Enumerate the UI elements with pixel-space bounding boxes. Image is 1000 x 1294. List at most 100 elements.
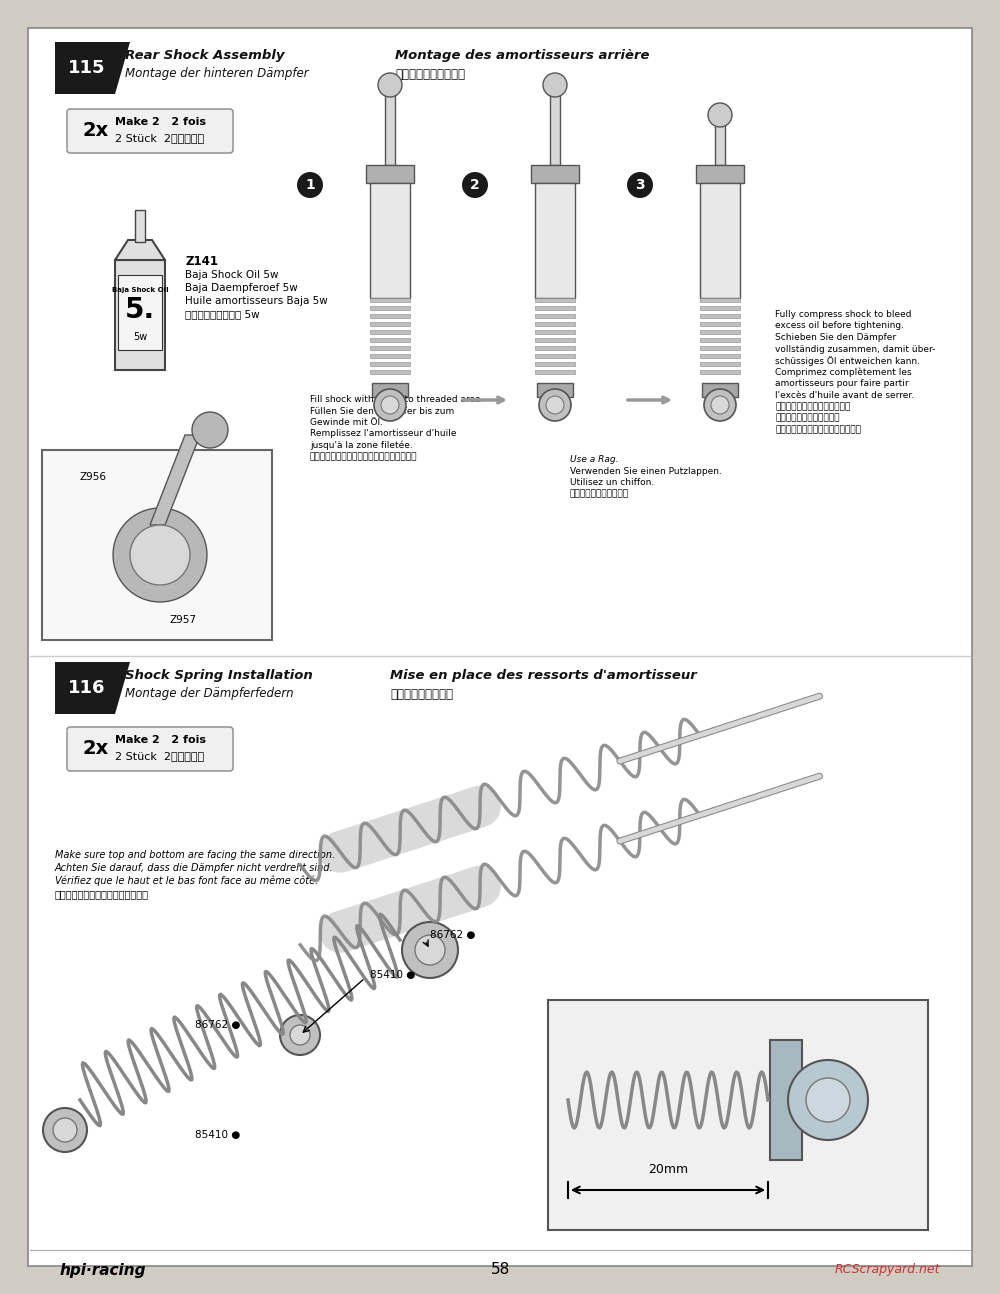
Circle shape <box>627 172 653 198</box>
Text: Baja Shock Oil: Baja Shock Oil <box>112 287 168 292</box>
Bar <box>385 85 395 166</box>
Circle shape <box>378 72 402 97</box>
Bar <box>700 314 740 318</box>
Text: フタでショックエンドを締めます。: フタでショックエンドを締めます。 <box>775 424 861 433</box>
Circle shape <box>806 1078 850 1122</box>
Text: 58: 58 <box>490 1263 510 1277</box>
Bar <box>700 330 740 334</box>
Bar <box>370 305 410 311</box>
Text: 2x: 2x <box>82 739 108 758</box>
Bar <box>370 182 410 298</box>
Text: hpi·racing: hpi·racing <box>60 1263 146 1277</box>
Bar <box>700 338 740 342</box>
Text: 2 Stück  2個作ります: 2 Stück 2個作ります <box>115 751 204 761</box>
Text: excess oil before tightening.: excess oil before tightening. <box>775 321 904 330</box>
Text: 115: 115 <box>68 60 106 78</box>
Bar <box>531 166 579 182</box>
Text: Fully compress shock to bleed: Fully compress shock to bleed <box>775 311 912 320</box>
Text: Utilisez un chiffon.: Utilisez un chiffon. <box>570 477 654 487</box>
Text: Montage der Dämpferfedern: Montage der Dämpferfedern <box>125 687 294 700</box>
Text: Achten Sie darauf, dass die Dämpfer nicht verdreht sind.: Achten Sie darauf, dass die Dämpfer nich… <box>55 863 334 873</box>
Text: ショックシャフトを押し込み、: ショックシャフトを押し込み、 <box>775 402 850 411</box>
Bar <box>537 383 573 397</box>
Text: Vérifiez que le haut et le bas font face au même côté.: Vérifiez que le haut et le bas font face… <box>55 876 318 886</box>
Bar <box>700 305 740 311</box>
Bar <box>370 298 410 302</box>
Text: 20mm: 20mm <box>648 1163 688 1176</box>
Bar <box>535 345 575 349</box>
Text: Comprimez complètement les: Comprimez complètement les <box>775 367 912 377</box>
Bar <box>118 276 162 349</box>
Text: Schieben Sie den Dämpfer: Schieben Sie den Dämpfer <box>775 333 896 342</box>
Circle shape <box>546 396 564 414</box>
Bar <box>770 1040 802 1159</box>
Bar <box>700 322 740 326</box>
Text: Montage der hinteren Dämpfer: Montage der hinteren Dämpfer <box>125 67 309 80</box>
Bar <box>700 355 740 358</box>
Circle shape <box>192 411 228 448</box>
Circle shape <box>290 1025 310 1046</box>
Text: Füllen Sie den Dämpfer bis zum: Füllen Sie den Dämpfer bis zum <box>310 406 454 415</box>
Circle shape <box>402 923 458 978</box>
Text: 3: 3 <box>635 179 645 192</box>
Circle shape <box>788 1060 868 1140</box>
Text: ねじ切り際までショックオイルを入れます。: ねじ切り際までショックオイルを入れます。 <box>310 453 418 462</box>
Bar <box>370 322 410 326</box>
Bar <box>42 450 272 641</box>
Bar <box>115 260 165 370</box>
Polygon shape <box>55 41 130 94</box>
Bar <box>55 663 735 714</box>
Circle shape <box>543 72 567 97</box>
Text: Rear Shock Assembly: Rear Shock Assembly <box>125 49 285 62</box>
Bar <box>370 362 410 366</box>
Text: Make 2   2 fois: Make 2 2 fois <box>115 116 206 127</box>
Bar <box>535 355 575 358</box>
Polygon shape <box>130 525 190 585</box>
Bar <box>696 166 744 182</box>
Bar <box>370 345 410 349</box>
Text: Huile amortisseurs Baja 5w: Huile amortisseurs Baja 5w <box>185 296 328 305</box>
Bar <box>535 305 575 311</box>
Text: Mise en place des ressorts d'amortisseur: Mise en place des ressorts d'amortisseur <box>390 669 697 682</box>
Bar <box>700 298 740 302</box>
Text: 2 Stück  2個作ります: 2 Stück 2個作ります <box>115 133 204 144</box>
Text: Z957: Z957 <box>170 615 197 625</box>
Bar <box>370 355 410 358</box>
Circle shape <box>53 1118 77 1143</box>
Text: Baja Shock Oil 5w: Baja Shock Oil 5w <box>185 270 278 280</box>
Text: ショックエンドの向きを揃えます。: ショックエンドの向きを揃えます。 <box>55 889 149 899</box>
Bar <box>370 314 410 318</box>
Bar <box>370 338 410 342</box>
Text: 86762 ●: 86762 ● <box>195 1020 240 1030</box>
Text: RCScrapyard.net: RCScrapyard.net <box>834 1263 940 1276</box>
Text: Gewinde mit Öl.: Gewinde mit Öl. <box>310 418 383 427</box>
Bar <box>535 370 575 374</box>
Text: amortisseurs pour faire partir: amortisseurs pour faire partir <box>775 379 909 388</box>
Circle shape <box>415 936 445 965</box>
Text: 85410 ●: 85410 ● <box>370 970 415 980</box>
Circle shape <box>704 389 736 421</box>
Bar <box>372 383 408 397</box>
Text: Z141: Z141 <box>185 255 218 268</box>
Bar <box>700 182 740 298</box>
Circle shape <box>374 389 406 421</box>
Bar <box>702 383 738 397</box>
Circle shape <box>539 389 571 421</box>
Polygon shape <box>150 435 200 525</box>
Text: jusqu'à la zone filetée.: jusqu'à la zone filetée. <box>310 441 413 450</box>
Text: schüssiges Öl entweichen kann.: schüssiges Öl entweichen kann. <box>775 356 920 366</box>
Text: Fill shock with oil up to threaded area.: Fill shock with oil up to threaded area. <box>310 395 484 404</box>
Text: 2x: 2x <box>82 122 108 141</box>
Bar <box>535 314 575 318</box>
Bar <box>366 166 414 182</box>
Bar <box>700 345 740 349</box>
Circle shape <box>381 396 399 414</box>
Text: 5w: 5w <box>133 333 147 342</box>
Bar <box>535 182 575 298</box>
Text: 86762 ●: 86762 ● <box>430 930 475 939</box>
Text: Shock Spring Installation: Shock Spring Installation <box>125 669 313 682</box>
Text: vollständig zusammen, damit über-: vollständig zusammen, damit über- <box>775 344 935 353</box>
Bar <box>55 41 735 94</box>
Bar <box>535 362 575 366</box>
Bar <box>535 338 575 342</box>
